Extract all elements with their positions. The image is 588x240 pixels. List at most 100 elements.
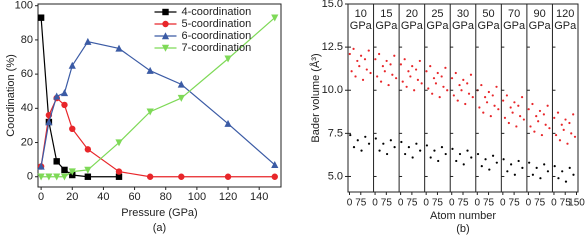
- x-tick-label: 75: [381, 198, 393, 209]
- x-tick-label: 75: [560, 198, 572, 209]
- x-tick-label: 80: [160, 191, 172, 203]
- data-point: [464, 102, 467, 106]
- data-point: [433, 149, 436, 152]
- data-point: [517, 159, 520, 163]
- y-tick-label: 100: [15, 0, 33, 12]
- data-point: [407, 146, 410, 149]
- panel-title: 50: [482, 8, 494, 20]
- data-point: [361, 78, 365, 81]
- data-point: [471, 96, 474, 99]
- data-point: [360, 149, 363, 152]
- data-point: [485, 101, 489, 104]
- data-point: [531, 102, 534, 106]
- data-point: [505, 94, 508, 97]
- x-axis-label: Atom number: [430, 210, 496, 222]
- data-point: [548, 127, 551, 130]
- x-tick-label: 0: [449, 198, 455, 209]
- data-point: [495, 85, 498, 88]
- y-tick-label: 40: [21, 102, 33, 114]
- marker: [61, 166, 68, 174]
- marker: [53, 92, 61, 100]
- marker: [146, 173, 154, 180]
- x-tick-label: 150: [568, 198, 585, 209]
- panel-title: 30: [457, 8, 469, 20]
- data-point: [358, 64, 361, 68]
- data-point: [352, 47, 355, 50]
- data-point: [480, 165, 483, 168]
- panel-subtitle: GPa: [452, 20, 475, 32]
- data-point: [542, 113, 545, 116]
- x-axis-label: Pressure (GPa): [121, 207, 197, 219]
- data-point: [354, 75, 357, 78]
- data-point: [440, 146, 444, 149]
- marker: [271, 14, 279, 22]
- data-point: [374, 58, 377, 61]
- x-tick-label: 75: [483, 198, 495, 209]
- marker: [115, 173, 123, 180]
- data-point: [476, 152, 480, 156]
- panel-title: 120: [556, 8, 574, 20]
- marker: [84, 166, 92, 174]
- panel-subtitle: GPa: [478, 20, 501, 32]
- data-point: [350, 70, 353, 73]
- data-point: [405, 85, 408, 88]
- data-point: [520, 96, 524, 99]
- data-point: [415, 142, 418, 145]
- x-tick-label: 75: [457, 198, 469, 209]
- data-point: [480, 83, 483, 87]
- data-point: [440, 75, 443, 78]
- data-point: [539, 177, 542, 180]
- marker: [177, 80, 185, 88]
- legend-label: 5-coordination: [182, 18, 252, 30]
- data-point: [429, 156, 432, 159]
- data-point: [502, 99, 505, 102]
- data-point: [568, 166, 571, 169]
- panel-title: 90: [534, 8, 546, 20]
- data-point: [543, 163, 546, 166]
- data-point: [466, 82, 469, 85]
- y-tick-label: 20: [21, 136, 33, 148]
- marker: [162, 20, 169, 28]
- x-tick-label: 0: [500, 198, 506, 209]
- x-tick-label: 0: [474, 198, 480, 209]
- data-point: [383, 70, 386, 73]
- data-point: [348, 52, 351, 56]
- panel-subtitle: GPa: [401, 20, 424, 32]
- marker: [271, 160, 279, 168]
- data-point: [572, 173, 575, 176]
- marker: [224, 55, 232, 63]
- data-point: [432, 77, 436, 80]
- y-axis-label: Coordination (%): [5, 54, 17, 137]
- caption: (b): [456, 223, 469, 235]
- data-point: [452, 94, 455, 97]
- x-tick-label: 120: [219, 191, 237, 203]
- data-point: [466, 149, 469, 152]
- marker: [224, 119, 232, 127]
- panel-title: 15: [380, 8, 392, 20]
- data-point: [425, 70, 428, 73]
- data-point: [506, 170, 509, 173]
- data-point: [458, 83, 461, 87]
- marker: [271, 173, 278, 180]
- data-point: [533, 130, 536, 133]
- data-point: [438, 96, 441, 99]
- data-point: [409, 75, 412, 78]
- panel-title: 20: [406, 8, 418, 20]
- x-tick-label: 140: [250, 191, 268, 203]
- data-point: [369, 71, 372, 75]
- data-point: [558, 139, 562, 142]
- data-point: [469, 73, 473, 76]
- data-point: [513, 173, 516, 176]
- marker: [115, 168, 123, 175]
- data-point: [356, 59, 359, 63]
- data-point: [419, 149, 422, 152]
- data-point: [446, 89, 449, 92]
- marker: [68, 168, 76, 176]
- panel-title: 25: [431, 8, 443, 20]
- marker: [45, 173, 53, 181]
- panel-subtitle: GPa: [554, 20, 577, 32]
- x-tick-label: 0: [398, 198, 404, 209]
- y-tick-label: 7.5: [328, 127, 343, 139]
- data-point: [364, 135, 367, 138]
- data-point: [400, 140, 403, 144]
